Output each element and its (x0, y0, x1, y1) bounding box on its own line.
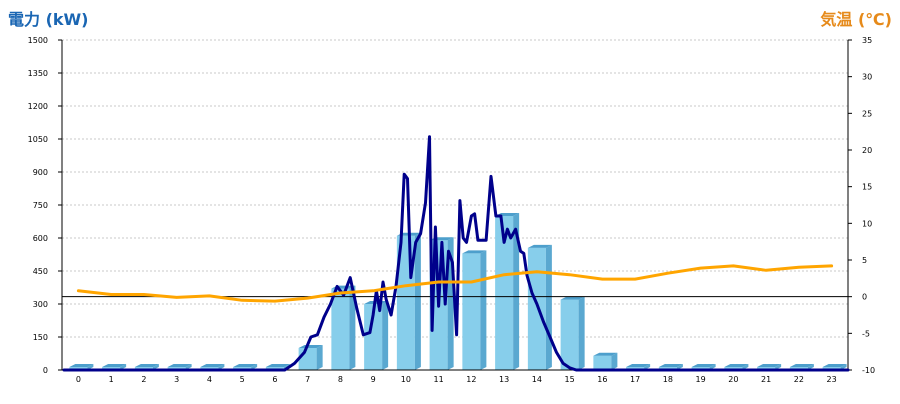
y2-tick-label: 0 (862, 293, 867, 302)
x-tick-label: 0 (76, 375, 81, 384)
power-bar-top (724, 364, 749, 367)
y-tick-label: 1200 (28, 102, 48, 111)
x-tick-label: 14 (532, 375, 542, 384)
power-bar (298, 348, 317, 370)
x-tick-label: 2 (141, 375, 146, 384)
y2-tick-label: 25 (862, 109, 872, 118)
power-bar-top (102, 364, 127, 367)
y2-tick-label: -10 (862, 366, 875, 375)
y-tick-label: 750 (33, 201, 48, 210)
power-bar (364, 304, 383, 370)
power-bar (593, 355, 612, 370)
power-bar-top (691, 364, 716, 367)
y-tick-label: 150 (33, 333, 48, 342)
x-tick-label: 22 (794, 375, 804, 384)
temperature-line (76, 264, 834, 303)
power-bar-side (611, 352, 618, 370)
y-tick-label: 1350 (28, 69, 48, 78)
x-tick-label: 11 (434, 375, 444, 384)
x-tick-label: 1 (109, 375, 114, 384)
y2-tick-label: -5 (862, 329, 870, 338)
power-bar-top (265, 364, 290, 367)
power-bar-top (560, 296, 585, 300)
power-bar (560, 299, 579, 370)
power-bar-top (822, 364, 847, 367)
power-bar-side (545, 244, 552, 370)
x-tick-label: 10 (401, 375, 411, 384)
x-tick-label: 8 (338, 375, 343, 384)
x-tick-label: 23 (827, 375, 837, 384)
x-tick-label: 21 (761, 375, 771, 384)
x-tick-label: 7 (305, 375, 310, 384)
power-bar-top (200, 364, 225, 367)
y2-tick-label: 20 (862, 146, 872, 155)
power-bar-top (69, 364, 94, 367)
y-tick-label: 0 (43, 366, 48, 375)
x-tick-label: 15 (565, 375, 575, 384)
x-tick-label: 5 (240, 375, 245, 384)
line-layer (62, 135, 850, 372)
x-tick-label: 3 (174, 375, 179, 384)
power-bar-top (757, 364, 782, 367)
power-bar-side (382, 301, 389, 370)
power-bar-top (298, 345, 323, 348)
power-bar-top (527, 244, 552, 248)
y-tick-label: 450 (33, 267, 48, 276)
power-bar-top (658, 364, 683, 367)
power-bar-side (480, 250, 487, 370)
y2-tick-label: 35 (862, 36, 872, 45)
y-tick-label: 900 (33, 168, 48, 177)
power-bar-side (316, 345, 323, 370)
x-tick-label: 16 (597, 375, 607, 384)
x-tick-label: 12 (466, 375, 476, 384)
power-bar-top (462, 250, 487, 254)
x-tick-label: 13 (499, 375, 509, 384)
y2-tick-label: 15 (862, 183, 872, 192)
power-bar-side (513, 213, 520, 370)
power-bar (462, 253, 481, 370)
power-bar-top (593, 352, 618, 356)
x-tick-label: 9 (371, 375, 376, 384)
power-bar-top (789, 364, 814, 367)
y2-tick-label: 30 (862, 73, 872, 82)
y-tick-label: 300 (33, 300, 48, 309)
y-tick-label: 1500 (28, 36, 48, 45)
y2-tick-label: 10 (862, 219, 872, 228)
y-tick-label: 1050 (28, 135, 48, 144)
power-line (62, 135, 850, 372)
label-layer: 01503004506007509001050120013501500-10-5… (28, 36, 875, 384)
power-bar (331, 288, 350, 370)
x-tick-label: 19 (696, 375, 706, 384)
y2-tick-label: 5 (862, 256, 867, 265)
x-tick-label: 20 (728, 375, 738, 384)
power-bar-side (578, 296, 585, 370)
power-bar-top (626, 364, 651, 367)
x-tick-label: 17 (630, 375, 640, 384)
x-tick-label: 6 (272, 375, 277, 384)
power-bar-side (349, 285, 356, 370)
left-axis-title: 電力 (kW) (8, 10, 89, 29)
power-bar (527, 247, 546, 370)
power-bar-top (167, 364, 192, 367)
right-axis-title: 気温 (℃) (820, 10, 892, 29)
power-bar (495, 216, 514, 370)
power-bar-top (134, 364, 159, 367)
power-bar-top (233, 364, 258, 367)
y-tick-label: 600 (33, 234, 48, 243)
x-tick-label: 4 (207, 375, 212, 384)
x-tick-label: 18 (663, 375, 673, 384)
power-bar-side (414, 232, 421, 370)
